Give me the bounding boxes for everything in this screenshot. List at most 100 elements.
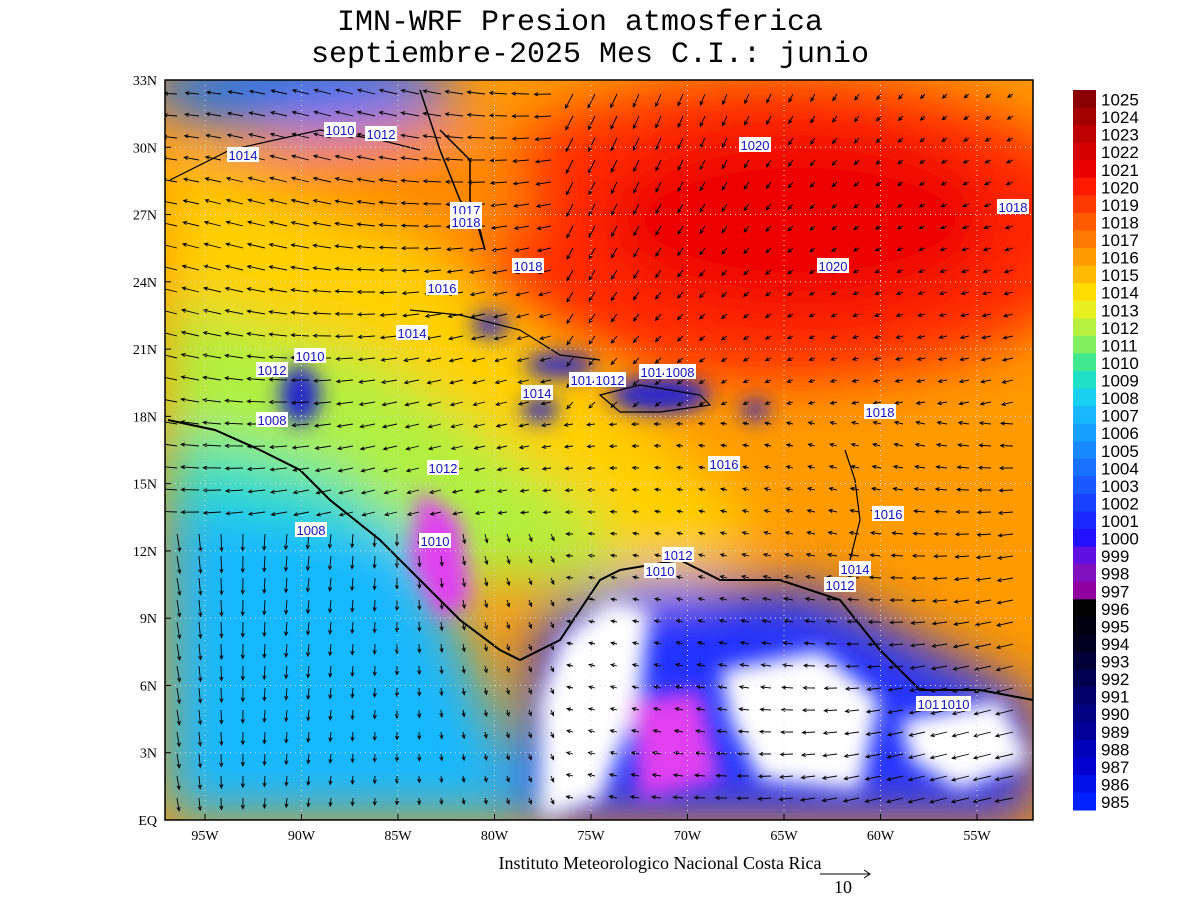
colorbar-label: 1024: [1101, 108, 1139, 127]
contour-label: 1020: [819, 259, 848, 274]
axes: 33N 30N 27N 24N 21N 18N 15N 12N 9N 6N 3N EQ 95W 90W 85…: [133, 74, 992, 844]
colorbar-swatch: [1073, 529, 1096, 548]
wind-vectors: [165, 88, 1014, 812]
map-frame: [164, 79, 1034, 821]
contour-label: 1012: [258, 363, 287, 378]
colorbar-label: 1023: [1101, 126, 1139, 145]
contour-label: 1018: [452, 215, 481, 230]
graticule: [165, 80, 1033, 820]
contour-label-box: [396, 325, 428, 340]
colorbar-label: 994: [1101, 635, 1129, 654]
lat-tick-label: 3N: [140, 747, 157, 762]
colorbar-label: 1004: [1101, 459, 1139, 478]
lat-tick-label: 27N: [133, 209, 157, 224]
colorbar-label: 1015: [1101, 266, 1139, 285]
colorbar: 1025102410231022102110201019101810171016…: [1073, 90, 1139, 812]
colorbar-swatch: [1073, 458, 1096, 477]
lat-tick-label: 21N: [133, 343, 157, 358]
contour-label: 1016: [874, 507, 903, 522]
contour-label-box: [594, 372, 626, 387]
colorbar-swatch: [1073, 125, 1096, 144]
colorbar-swatch: [1073, 441, 1096, 460]
colorbar-swatch: [1073, 546, 1096, 565]
contour-label: 1014: [229, 148, 258, 163]
contour-label-box: [864, 404, 896, 419]
contour-label-box: [256, 362, 288, 377]
colorbar-swatch: [1073, 493, 1096, 512]
contour-label: 1010: [326, 123, 355, 138]
contour-label-box: [739, 137, 771, 152]
colorbar-swatch: [1073, 476, 1096, 495]
colorbar-label: 985: [1101, 793, 1129, 812]
contour-label: 1014: [571, 373, 600, 388]
colorbar-swatch: [1073, 90, 1096, 109]
contour-label: 1012: [429, 461, 458, 476]
colorbar-label: 992: [1101, 670, 1129, 689]
contour-label: 1014: [523, 386, 552, 401]
lon-tick-label: 70W: [674, 829, 702, 844]
colorbar-swatch: [1073, 634, 1096, 653]
lon-tick-label: 85W: [384, 829, 412, 844]
contour-label-box: [419, 533, 451, 548]
contour-label-box: [295, 522, 327, 537]
colorbar-label: 1007: [1101, 407, 1139, 426]
contour-label: 1012: [826, 578, 855, 593]
contour-label-box: [997, 199, 1029, 214]
colorbar-swatch: [1073, 353, 1096, 372]
contour-label-box: [839, 561, 871, 576]
colorbar-swatch: [1073, 335, 1096, 354]
colorbar-label: 1005: [1101, 442, 1139, 461]
colorbar-swatch: [1073, 195, 1096, 214]
colorbar-swatch: [1073, 616, 1096, 635]
colorbar-label: 1008: [1101, 389, 1139, 408]
colorbar-swatch: [1073, 107, 1096, 126]
contour-label-box: [569, 372, 601, 387]
colorbar-label: 989: [1101, 723, 1129, 742]
colorbar-label: 1014: [1101, 284, 1139, 303]
lat-tick-label: 18N: [133, 410, 157, 425]
lon-tick-label: 65W: [770, 829, 798, 844]
contour-label: 1018: [999, 200, 1028, 215]
colorbar-swatch: [1073, 564, 1096, 583]
footer: Instituto Meteorologico Nacional Costa R…: [499, 853, 822, 873]
colorbar-swatch: [1073, 370, 1096, 390]
colorbar-swatch: [1073, 300, 1096, 319]
colorbar-swatch: [1073, 318, 1096, 337]
colorbar-swatch: [1073, 230, 1096, 249]
contour-label-box: [662, 547, 694, 562]
colorbar-label: 990: [1101, 705, 1129, 724]
contour-label: 1018: [866, 405, 895, 420]
colorbar-label: 1000: [1101, 530, 1139, 549]
contour-label-box: [639, 364, 671, 379]
contour-label-box: [294, 348, 326, 363]
lon-tick-label: 90W: [288, 829, 316, 844]
lat-tick-label: 12N: [133, 545, 157, 560]
colorbar-label: 1006: [1101, 424, 1139, 443]
colorbar-label: 1022: [1101, 143, 1139, 162]
colorbar-swatch: [1073, 774, 1096, 793]
contour-label-box: [324, 122, 356, 137]
lon-tick-label: 55W: [963, 829, 991, 844]
lat-tick-label: EQ: [138, 814, 157, 829]
colorbar-swatch: [1073, 704, 1096, 723]
lat-tick-label: 9N: [140, 612, 157, 627]
contour-label-box: [817, 258, 849, 273]
contour-label: 1010: [941, 697, 970, 712]
colorbar-label: 993: [1101, 653, 1129, 672]
contour-label-box: [939, 696, 971, 711]
colorbar-swatch: [1073, 722, 1096, 741]
contour-label-box: [450, 202, 482, 217]
colorbar-swatch: [1073, 177, 1096, 196]
colorbar-label: 1018: [1101, 213, 1139, 232]
colorbar-label: 1013: [1101, 301, 1139, 320]
contour-label: 1012: [596, 373, 625, 388]
contour-label: 1012: [367, 127, 396, 142]
colorbar-swatch: [1073, 265, 1096, 284]
colorbar-label: 996: [1101, 600, 1129, 619]
colorbar-label: 1017: [1101, 231, 1139, 250]
colorbar-label: 1021: [1101, 161, 1139, 180]
contour-label: 1008: [297, 523, 326, 538]
colorbar-swatch: [1073, 160, 1096, 179]
contour-label-box: [512, 258, 544, 273]
